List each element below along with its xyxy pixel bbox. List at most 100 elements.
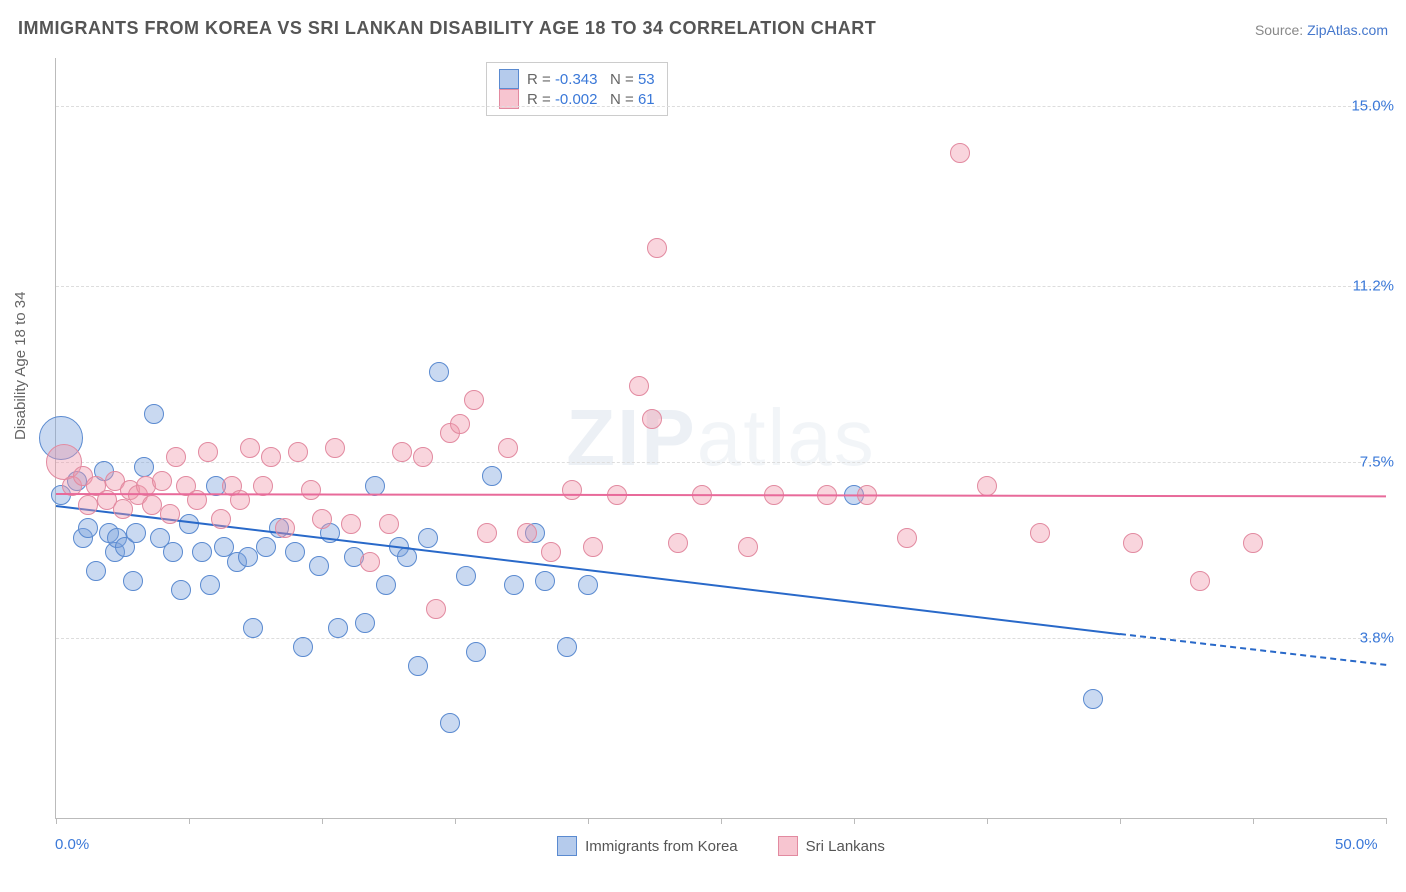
data-point — [950, 143, 970, 163]
gridline — [56, 286, 1386, 287]
legend-item: Sri Lankans — [778, 836, 885, 856]
data-point — [144, 404, 164, 424]
watermark: ZIPatlas — [566, 392, 875, 484]
data-point — [498, 438, 518, 458]
data-point — [256, 537, 276, 557]
x-tick — [189, 818, 190, 824]
data-point — [440, 713, 460, 733]
data-point — [642, 409, 662, 429]
data-point — [365, 476, 385, 496]
data-point — [192, 542, 212, 562]
data-point — [78, 518, 98, 538]
x-tick — [854, 818, 855, 824]
x-tick — [1386, 818, 1387, 824]
x-tick — [987, 818, 988, 824]
data-point — [355, 613, 375, 633]
gridline — [56, 638, 1386, 639]
data-point — [504, 575, 524, 595]
data-point — [312, 509, 332, 529]
data-point — [578, 575, 598, 595]
y-tick-label: 7.5% — [1360, 453, 1394, 470]
data-point — [261, 447, 281, 467]
data-point — [293, 637, 313, 657]
data-point — [238, 547, 258, 567]
data-point — [482, 466, 502, 486]
data-point — [376, 575, 396, 595]
data-point — [647, 238, 667, 258]
trend-line — [56, 493, 1386, 497]
data-point — [328, 618, 348, 638]
legend-swatch — [499, 69, 519, 89]
data-point — [301, 480, 321, 500]
data-point — [211, 509, 231, 529]
data-point — [325, 438, 345, 458]
data-point — [134, 457, 154, 477]
data-point — [413, 447, 433, 467]
data-point — [426, 599, 446, 619]
data-point — [113, 499, 133, 519]
plot-area: ZIPatlas R = -0.343 N = 53R = -0.002 N =… — [55, 58, 1386, 819]
chart-title: IMMIGRANTS FROM KOREA VS SRI LANKAN DISA… — [18, 18, 876, 39]
data-point — [562, 480, 582, 500]
data-point — [309, 556, 329, 576]
x-tick — [322, 818, 323, 824]
legend-label: Immigrants from Korea — [585, 838, 738, 855]
data-point — [123, 571, 143, 591]
data-point — [897, 528, 917, 548]
data-point — [1083, 689, 1103, 709]
legend-swatch — [557, 836, 577, 856]
y-tick-label: 11.2% — [1353, 278, 1394, 295]
data-point — [466, 642, 486, 662]
data-point — [464, 390, 484, 410]
data-point — [1030, 523, 1050, 543]
data-point — [541, 542, 561, 562]
data-point — [160, 504, 180, 524]
stats-row: R = -0.343 N = 53 — [499, 69, 655, 89]
data-point — [200, 575, 220, 595]
gridline — [56, 106, 1386, 107]
x-tick — [56, 818, 57, 824]
x-tick — [1253, 818, 1254, 824]
stats-box: R = -0.343 N = 53R = -0.002 N = 61 — [486, 62, 668, 116]
legend-swatch — [778, 836, 798, 856]
data-point — [1243, 533, 1263, 553]
data-point — [360, 552, 380, 572]
data-point — [535, 571, 555, 591]
source-attr: Source: ZipAtlas.com — [1255, 22, 1388, 38]
watermark-bold: ZIP — [566, 393, 696, 482]
data-point — [456, 566, 476, 586]
data-point — [240, 438, 260, 458]
data-point — [418, 528, 438, 548]
data-point — [341, 514, 361, 534]
data-point — [450, 414, 470, 434]
data-point — [86, 561, 106, 581]
data-point — [1123, 533, 1143, 553]
x-tick — [588, 818, 589, 824]
stats-text: R = -0.343 N = 53 — [527, 71, 655, 88]
data-point — [166, 447, 186, 467]
data-point — [517, 523, 537, 543]
data-point — [668, 533, 688, 553]
data-point — [738, 537, 758, 557]
y-axis-label: Disability Age 18 to 34 — [12, 292, 29, 440]
data-point — [288, 442, 308, 462]
x-tick — [455, 818, 456, 824]
x-axis-max-label: 50.0% — [1335, 836, 1378, 853]
source-link[interactable]: ZipAtlas.com — [1307, 22, 1388, 38]
x-tick — [721, 818, 722, 824]
data-point — [275, 518, 295, 538]
data-point — [285, 542, 305, 562]
data-point — [583, 537, 603, 557]
x-tick — [1120, 818, 1121, 824]
data-point — [557, 637, 577, 657]
y-tick-label: 3.8% — [1360, 629, 1394, 646]
data-point — [1190, 571, 1210, 591]
source-prefix: Source: — [1255, 22, 1307, 38]
legend-label: Sri Lankans — [806, 838, 885, 855]
data-point — [78, 495, 98, 515]
data-point — [408, 656, 428, 676]
watermark-thin: atlas — [697, 393, 876, 482]
data-point — [152, 471, 172, 491]
legend-item: Immigrants from Korea — [557, 836, 738, 856]
data-point — [198, 442, 218, 462]
